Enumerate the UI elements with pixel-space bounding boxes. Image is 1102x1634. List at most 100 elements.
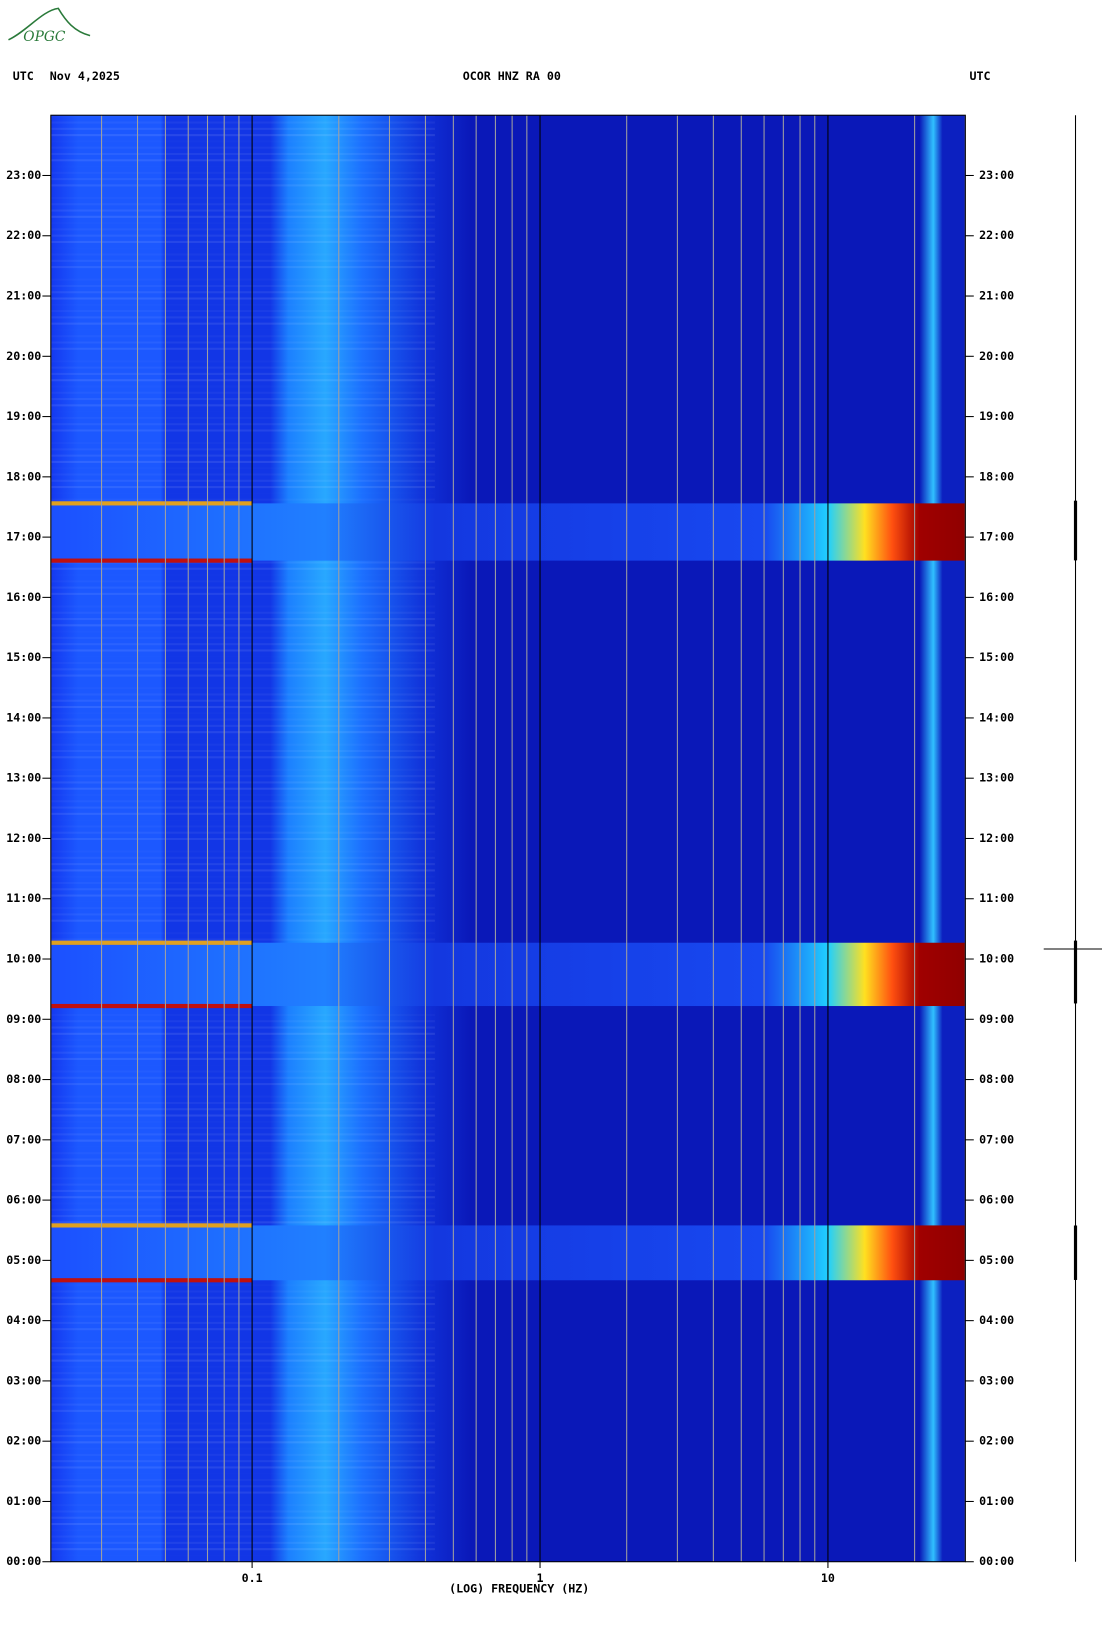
texture (50, 266, 435, 269)
texture (51, 467, 435, 469)
texture (51, 1096, 435, 1098)
plot-frame (50, 114, 966, 1563)
texture (50, 781, 435, 784)
texture (50, 1548, 435, 1551)
texture (51, 1473, 435, 1475)
texture (51, 819, 435, 821)
event-edge (50, 1003, 253, 1009)
texture (50, 240, 435, 244)
texture (50, 429, 435, 432)
texture (50, 134, 435, 137)
texture (51, 1064, 435, 1066)
texture (51, 737, 435, 739)
texture (50, 398, 435, 401)
y-tick-label: 01:00 (6, 1494, 41, 1508)
texture (50, 1353, 435, 1356)
texture (50, 567, 435, 570)
y-tick-label: 14:00 (979, 710, 1014, 724)
texture (51, 1152, 435, 1154)
texture (51, 744, 435, 746)
texture (50, 1541, 435, 1544)
y-tick-label: 18:00 (979, 469, 1014, 483)
texture (51, 1177, 435, 1179)
texture (51, 1479, 435, 1481)
y-tick-label: 22:00 (979, 228, 1014, 242)
texture (51, 304, 435, 306)
texture (50, 699, 435, 702)
texture (51, 901, 435, 903)
texture (50, 448, 435, 451)
texture (50, 1522, 435, 1526)
y-tick-label: 17:00 (979, 530, 1014, 544)
texture (50, 837, 435, 841)
texture (50, 1347, 435, 1350)
texture (51, 1316, 435, 1318)
texture (50, 775, 435, 778)
texture (50, 1189, 435, 1192)
y-tick-label: 19:00 (6, 409, 41, 423)
texture (50, 938, 435, 941)
chart-title: OCOR HNZ RA 00 (463, 69, 561, 83)
plot-area: 0.1 1 10 00:00 00:00 01:00 01:00 02:00 02:00 03:0… (6, 114, 1014, 1585)
y-tick-label: 04:00 (979, 1313, 1014, 1327)
y-tick-label: 05:00 (6, 1253, 41, 1267)
texture (51, 1536, 435, 1538)
texture (51, 1504, 435, 1506)
y-tick-label: 11:00 (6, 891, 41, 905)
y-tick-label: 19:00 (979, 409, 1014, 423)
y-tick-label: 05:00 (979, 1253, 1014, 1267)
texture (50, 1020, 435, 1023)
texture (50, 203, 435, 206)
x-tick-label: 0.1 (242, 1571, 263, 1585)
texture (51, 1391, 435, 1393)
texture (50, 1466, 435, 1469)
y-tick-label: 02:00 (6, 1434, 41, 1448)
texture (51, 1209, 435, 1211)
y-tick-label: 20:00 (979, 349, 1014, 363)
y-tick-label: 00:00 (979, 1554, 1014, 1568)
logo: OPGC (23, 29, 66, 45)
texture (51, 1045, 435, 1047)
texture (50, 1158, 435, 1161)
seismogram (1043, 115, 1102, 1562)
y-tick-label: 16:00 (6, 590, 41, 604)
y-tick-label: 07:00 (979, 1132, 1014, 1146)
texture (51, 1202, 435, 1204)
y-tick-label: 18:00 (6, 469, 41, 483)
texture (51, 165, 435, 167)
texture (51, 876, 435, 878)
texture (51, 1146, 435, 1148)
event-edge (50, 558, 253, 563)
texture (50, 121, 435, 124)
texture (51, 1422, 435, 1424)
logo-mark (8, 7, 91, 41)
texture (50, 1196, 435, 1199)
texture (50, 1321, 435, 1324)
texture (50, 705, 435, 709)
texture (50, 379, 435, 382)
event-edge (50, 1278, 253, 1283)
texture (50, 341, 435, 344)
y-tick-label: 21:00 (6, 289, 41, 303)
texture (51, 1121, 435, 1123)
texture (51, 1366, 435, 1368)
texture (51, 1397, 435, 1399)
texture (50, 1303, 435, 1306)
texture (51, 794, 435, 796)
texture (50, 1403, 435, 1406)
texture (50, 1051, 435, 1054)
texture (50, 1516, 435, 1519)
texture (50, 863, 435, 866)
texture (50, 1491, 435, 1494)
texture (51, 310, 435, 312)
y-tick-label: 07:00 (6, 1132, 41, 1146)
y-tick-label: 03:00 (6, 1373, 41, 1387)
texture (51, 1372, 435, 1374)
texture (50, 919, 435, 922)
texture (50, 586, 435, 589)
texture (50, 731, 435, 734)
texture (50, 787, 435, 790)
y-tick-label: 06:00 (6, 1193, 41, 1207)
texture (50, 1108, 435, 1111)
texture (51, 147, 435, 149)
